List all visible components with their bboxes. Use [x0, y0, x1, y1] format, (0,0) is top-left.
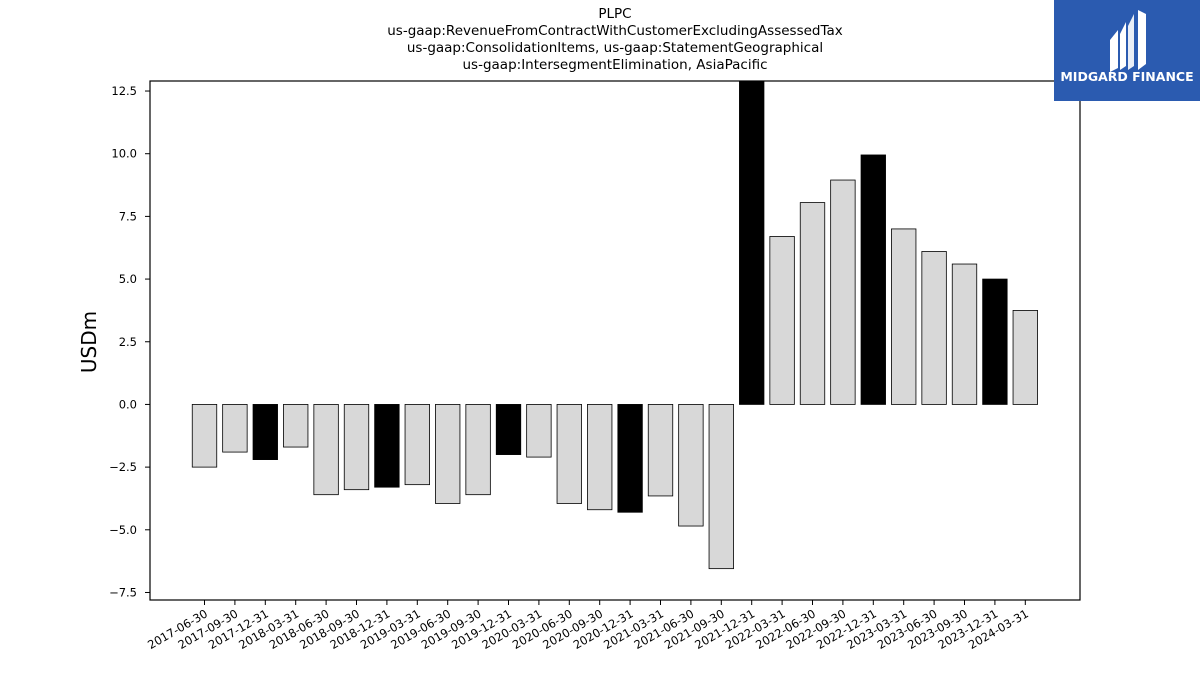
y-tick-label: 12.5: [111, 84, 137, 98]
chart-title-line-2: us-gaap:RevenueFromContractWithCustomerE…: [387, 23, 843, 39]
chart-title-line-3: us-gaap:ConsolidationItems, us-gaap:Stat…: [406, 40, 824, 56]
y-tick-label: 0.0: [119, 397, 137, 411]
bar-2021-12-31: [739, 80, 765, 405]
bar-2022-03-31: [769, 236, 795, 405]
bar-2021-03-31: [647, 404, 674, 497]
bar-2023-03-31: [891, 228, 917, 405]
logo-graphic: MIDGARD FINANCE: [1054, 0, 1200, 101]
bar-2022-12-31: [860, 154, 886, 405]
chart-title-line-4: us-gaap:IntersegmentElimination, AsiaPac…: [462, 57, 768, 73]
bar-2019-06-30: [435, 404, 461, 504]
bar-2019-09-30: [465, 404, 491, 496]
bar-2021-09-30: [708, 404, 734, 570]
bar-2023-12-31: [982, 278, 1008, 405]
y-axis-label: USDm: [77, 311, 101, 373]
bar-2018-03-31: [283, 404, 309, 448]
bar-2017-12-31: [252, 404, 278, 460]
logo-text: MIDGARD FINANCE: [1060, 69, 1193, 84]
bar-2018-09-30: [343, 404, 370, 491]
y-axis: −7.5 −5.0 −2.5 0.0 2.5 5.0 7.5 10.0 12.5: [109, 84, 150, 599]
x-axis: 2017-06-302017-09-302017-12-312018-03-31…: [145, 600, 1031, 652]
bar-2019-03-31: [404, 404, 430, 486]
chart-title: PLPC us-gaap:RevenueFromContractWithCust…: [150, 6, 1080, 74]
bar-2020-06-30: [556, 404, 582, 504]
y-tick-label: 2.5: [119, 335, 137, 349]
midgard-finance-logo: MIDGARD FINANCE: [1054, 0, 1200, 101]
bar-2017-06-30: [191, 404, 218, 468]
bar-2023-09-30: [951, 263, 978, 405]
bar-2019-12-31: [495, 404, 522, 455]
y-tick-label: 7.5: [119, 209, 137, 223]
chart-title-line-1: PLPC: [598, 6, 632, 22]
bar-2020-03-31: [526, 404, 552, 458]
bar-2022-09-30: [830, 179, 856, 405]
plot-frame: [149, 80, 1081, 601]
y-tick-label: −5.0: [109, 523, 137, 537]
bar-2017-09-30: [222, 404, 248, 453]
bar-2018-06-30: [313, 404, 339, 496]
bar-2022-06-30: [799, 202, 826, 405]
bar-2020-09-30: [587, 404, 613, 511]
y-tick-label: −2.5: [109, 460, 137, 474]
y-tick-label: −7.5: [109, 585, 137, 599]
bar-2024-03-31: [1012, 310, 1038, 405]
midgard-logo-icon: [1110, 10, 1146, 72]
y-tick-label: 5.0: [119, 272, 137, 286]
y-tick-label: 10.0: [111, 147, 137, 161]
bars-group: [191, 80, 1038, 570]
bar-2021-06-30: [678, 404, 704, 527]
bar-2018-12-31: [374, 404, 400, 488]
logo-background: [1054, 0, 1200, 101]
bar-2020-12-31: [617, 404, 643, 513]
bar-2023-06-30: [921, 251, 947, 405]
